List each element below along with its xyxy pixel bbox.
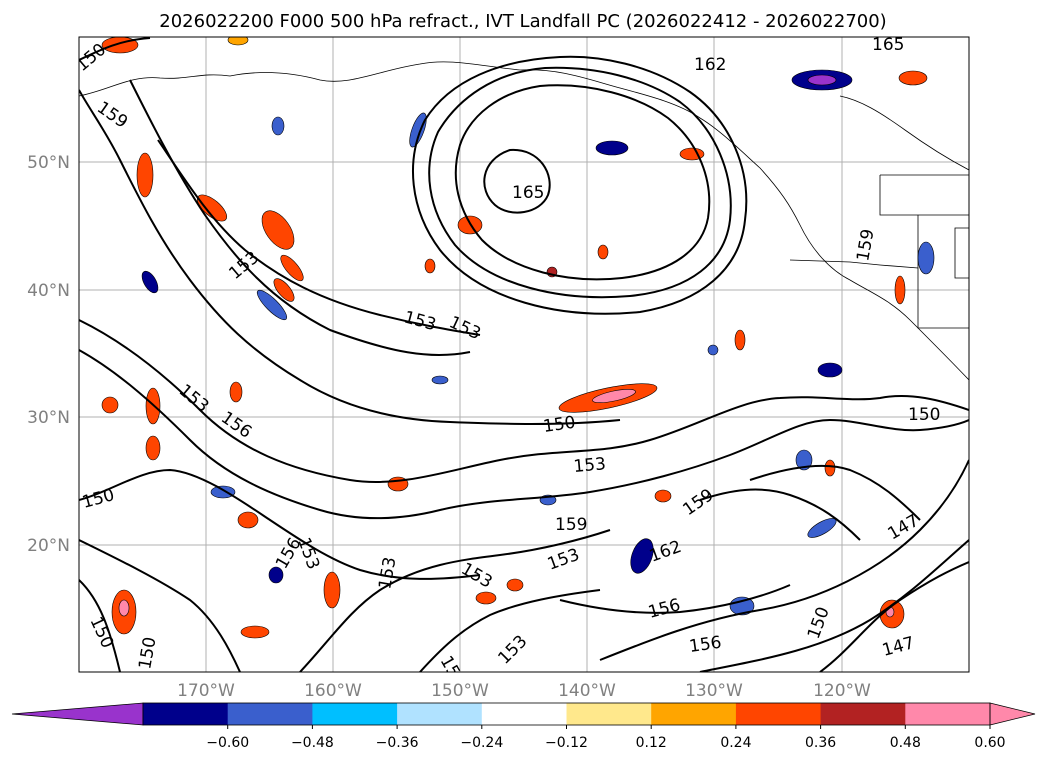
longitude-labels: 170°W 160°W 150°W 140°W 130°W 120°W	[177, 681, 871, 701]
colorbar-segment	[820, 703, 906, 725]
coastlines	[79, 61, 969, 381]
contour-lines	[79, 37, 969, 672]
colorbar-segment	[397, 703, 483, 725]
contour-label: 150	[908, 405, 940, 425]
contour-label: 150	[542, 413, 577, 437]
lon-label: 170°W	[177, 681, 235, 701]
colorbar-tick-label: 0.12	[636, 735, 667, 751]
latitude-labels: 50°N 40°N 30°N 20°N	[27, 153, 70, 556]
colorbar-segment	[905, 703, 991, 725]
colorbar-tick-label: −0.48	[291, 735, 334, 751]
contour-label: 162	[694, 55, 726, 75]
lon-label: 130°W	[685, 681, 743, 701]
colorbar-tick-label: −0.60	[206, 735, 249, 751]
contour-label: 165	[512, 183, 544, 203]
lat-label: 50°N	[27, 153, 70, 173]
map-background	[79, 37, 969, 672]
lat-label: 40°N	[27, 281, 70, 301]
colorbar-tick-label: 0.48	[890, 735, 921, 751]
contour-label: 153	[573, 454, 607, 477]
colorbar-segment	[481, 703, 567, 725]
colorbar-segment	[651, 703, 737, 725]
colorbar-segment	[566, 703, 652, 725]
colorbar-tick-label: 0.24	[720, 735, 751, 751]
map-panel: 165 162 150 159 165 153 153 153 153 156 …	[27, 35, 970, 701]
contour-label: 159	[555, 515, 587, 535]
colorbar-extend-low	[11, 702, 144, 726]
colorbar-tick-label: 0.36	[805, 735, 836, 751]
colorbar-extend-high	[989, 702, 1036, 726]
colorbar-segment	[735, 703, 822, 725]
colorbar-segment	[143, 703, 229, 725]
colorbar: −0.60 −0.48 −0.36 −0.24 −0.12 0.12 0.24 0.36 0.4…	[11, 702, 1036, 751]
lat-label: 30°N	[27, 408, 70, 428]
colorbar-tick-label: 0.60	[974, 735, 1005, 751]
lon-label: 150°W	[431, 681, 489, 701]
colorbar-segment	[312, 703, 398, 725]
colorbar-tick-label: −0.36	[376, 735, 419, 751]
colorbar-tick-label: −0.24	[460, 735, 503, 751]
lat-label: 20°N	[27, 536, 70, 556]
lon-label: 140°W	[558, 681, 616, 701]
figure-title: 2026022200 F000 500 hPa refract., IVT La…	[159, 11, 886, 32]
lon-label: 120°W	[813, 681, 871, 701]
map-frame	[78, 36, 970, 673]
contour-label: 156	[688, 633, 723, 657]
contour-label: 165	[872, 35, 904, 55]
colorbar-tick-label: −0.12	[545, 735, 588, 751]
colorbar-segment	[227, 703, 313, 725]
lon-label: 160°W	[304, 681, 362, 701]
